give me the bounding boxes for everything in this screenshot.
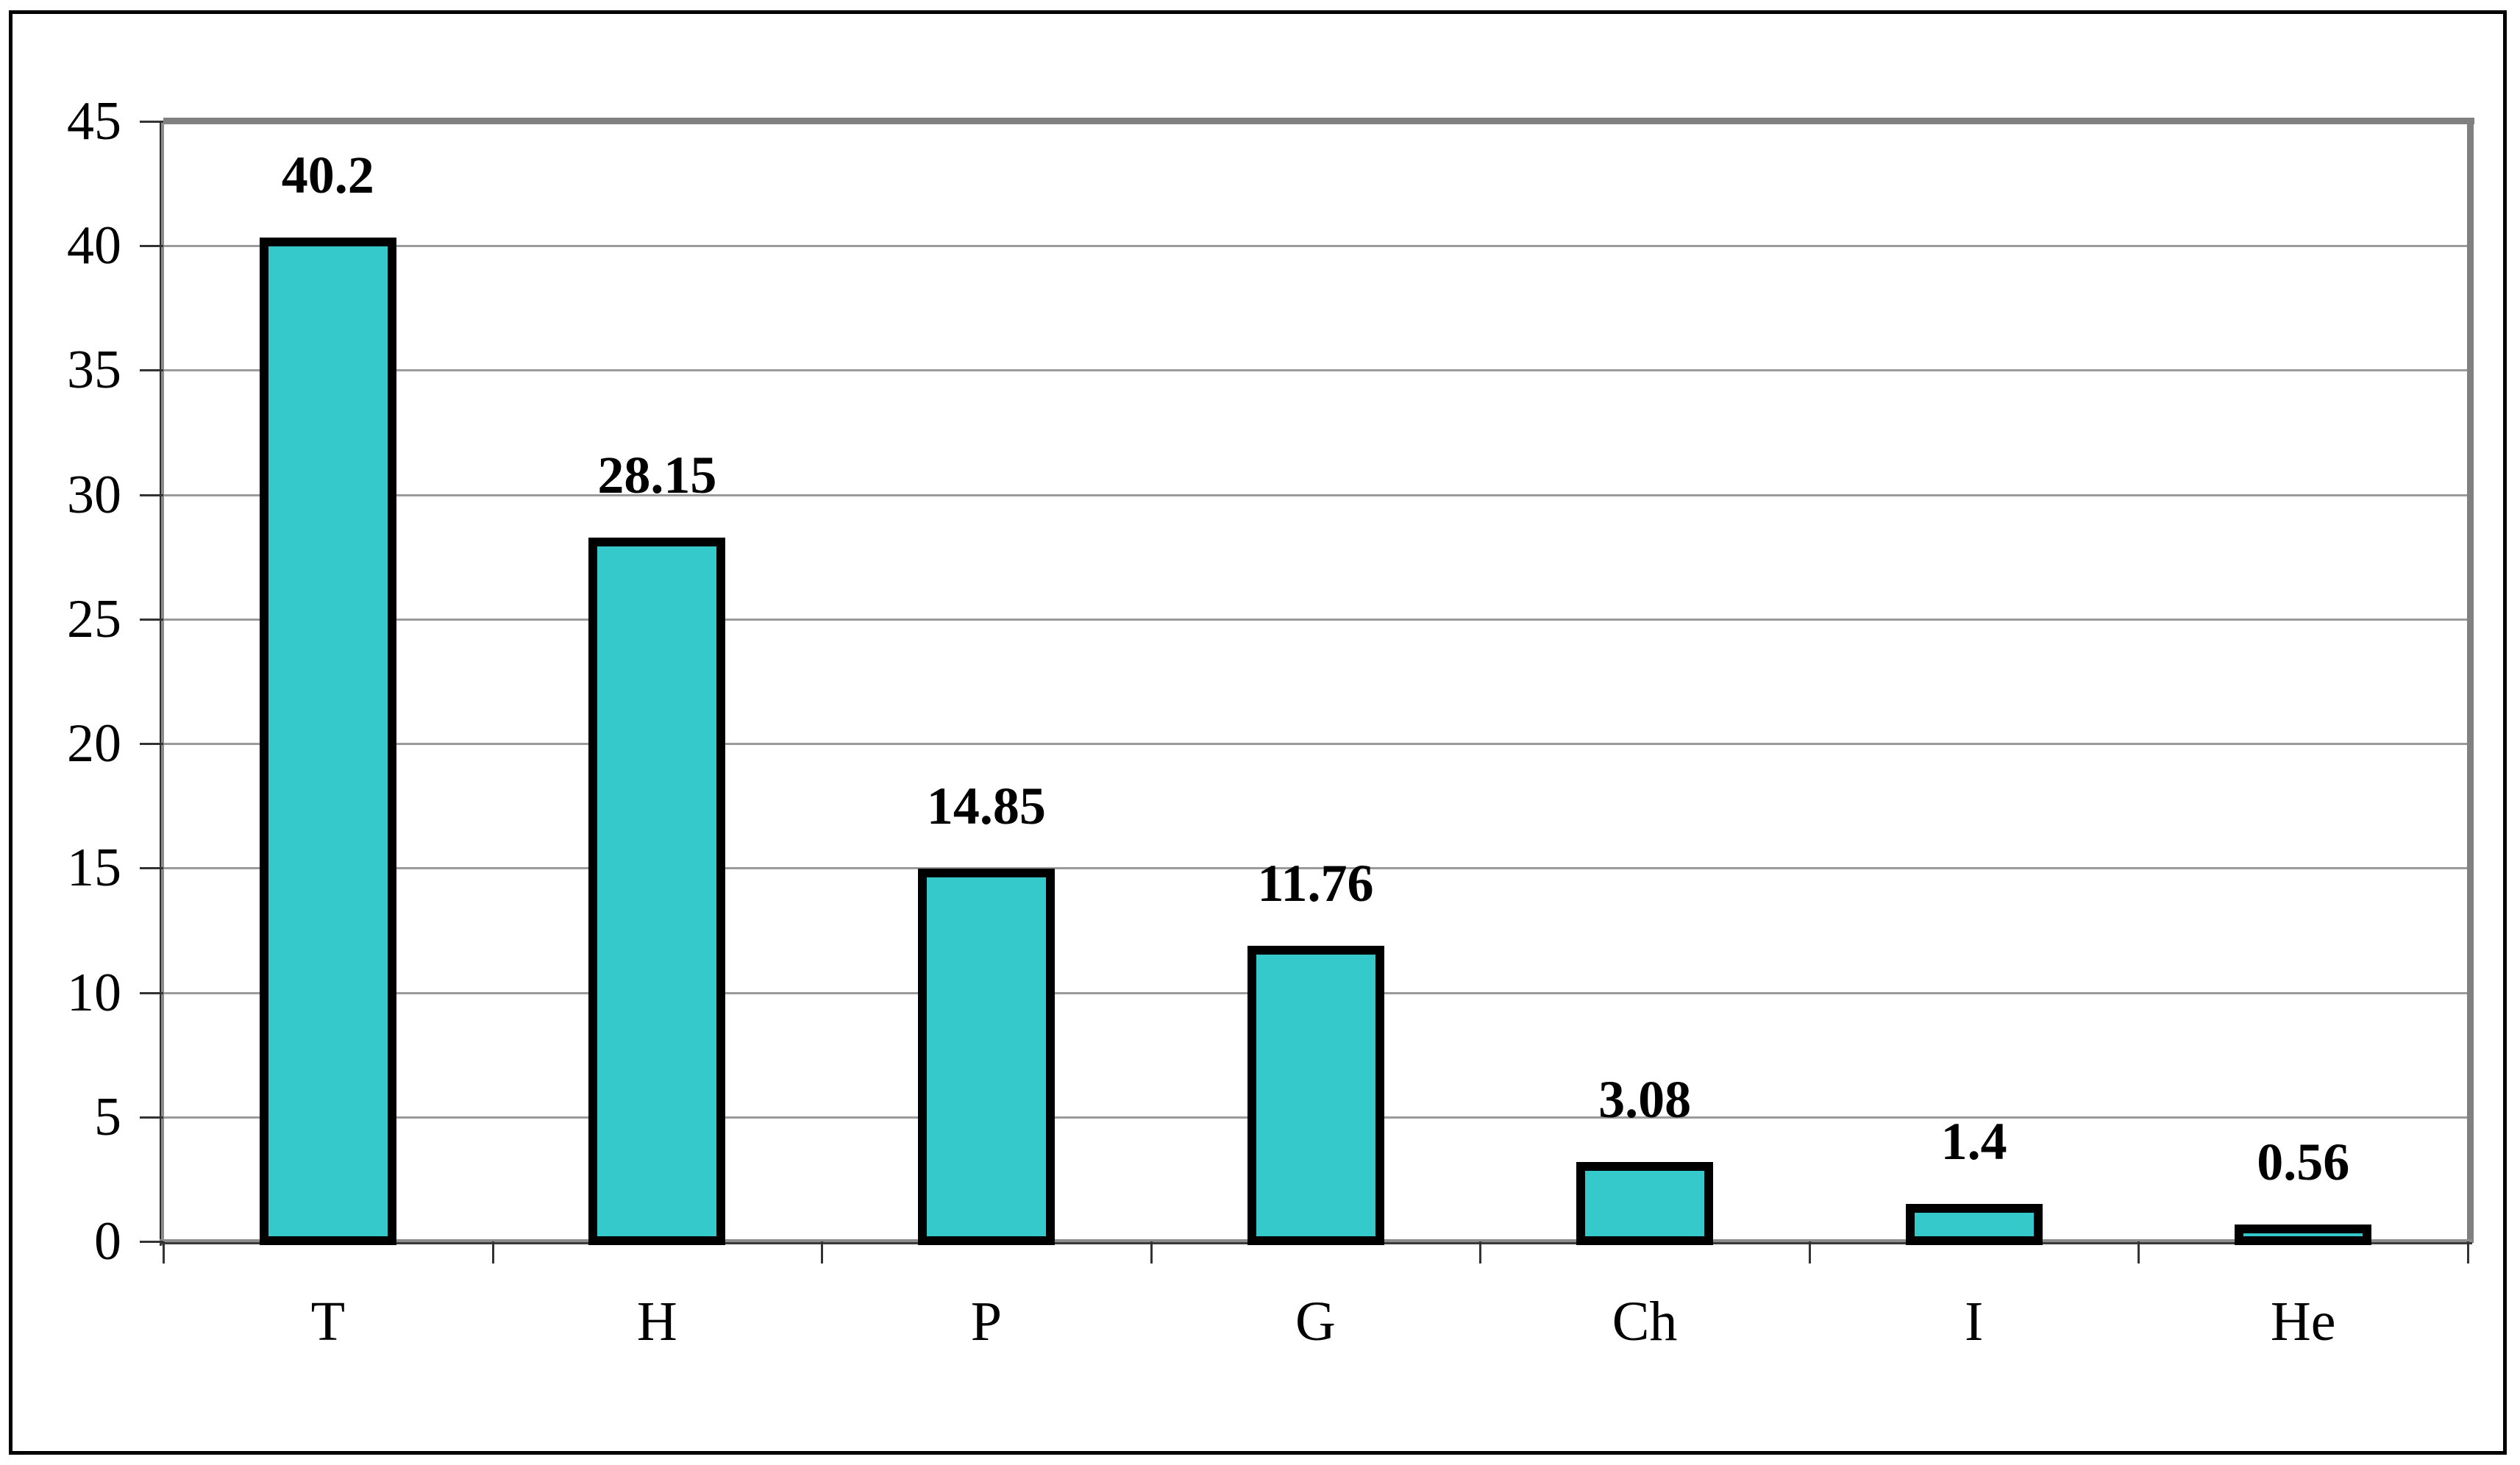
- y-gridline: [163, 867, 2468, 870]
- y-tick-label: 0: [94, 1211, 121, 1272]
- y-gridline: [163, 369, 2468, 372]
- value-label-T: 40.2: [281, 146, 374, 205]
- y-tick-label: 30: [67, 464, 121, 525]
- plot-border-right: [2467, 118, 2474, 1243]
- y-axis-tick: [140, 867, 163, 870]
- bar-Ch: [1576, 1161, 1714, 1245]
- y-axis-tick: [140, 1241, 163, 1243]
- bar-T: [259, 238, 396, 1245]
- category-label-H: H: [636, 1291, 677, 1352]
- y-gridline: [163, 618, 2468, 621]
- x-axis-tick: [2138, 1241, 2140, 1263]
- category-label-P: P: [970, 1291, 1003, 1352]
- y-axis-line: [160, 121, 164, 1246]
- y-axis-tick: [140, 493, 163, 496]
- value-label-P: 14.85: [926, 777, 1046, 836]
- y-axis-tick: [140, 121, 163, 123]
- x-axis-tick: [491, 1241, 494, 1263]
- bar-H: [588, 538, 726, 1245]
- x-axis-tick: [1808, 1241, 1811, 1263]
- bar-He: [2235, 1225, 2372, 1246]
- category-label-Ch: Ch: [1612, 1291, 1678, 1352]
- bar-P: [917, 869, 1055, 1245]
- y-tick-label: 15: [67, 838, 121, 899]
- value-label-H: 28.15: [597, 446, 717, 505]
- y-tick-label: 35: [67, 340, 121, 401]
- y-tick-label: 20: [67, 713, 121, 774]
- chart-outer-border: [9, 10, 2507, 1455]
- value-label-Ch: 3.08: [1598, 1069, 1692, 1129]
- x-axis-tick: [1150, 1241, 1153, 1263]
- value-label-I: 1.4: [1940, 1111, 2007, 1171]
- y-tick-label: 5: [94, 1086, 121, 1147]
- y-axis-tick: [140, 1116, 163, 1119]
- value-label-G: 11.76: [1257, 853, 1374, 913]
- x-axis-tick: [163, 1241, 165, 1263]
- y-tick-label: 45: [67, 91, 121, 152]
- x-axis-tick: [1479, 1241, 1482, 1263]
- x-axis-tick: [821, 1241, 824, 1263]
- y-gridline: [163, 493, 2468, 496]
- category-label-G: G: [1295, 1291, 1336, 1352]
- y-gridline: [163, 245, 2468, 248]
- y-tick-label: 10: [67, 962, 121, 1023]
- category-label-I: I: [1964, 1291, 1984, 1352]
- bar-G: [1247, 945, 1384, 1245]
- y-axis-tick: [140, 245, 163, 248]
- plot-border-top: [163, 118, 2474, 124]
- y-axis-tick: [140, 618, 163, 621]
- y-axis-tick: [140, 369, 163, 372]
- y-tick-label: 40: [67, 215, 121, 277]
- y-axis-tick: [140, 991, 163, 994]
- x-axis-tick: [2467, 1241, 2469, 1263]
- category-label-He: He: [2270, 1291, 2336, 1352]
- bar-I: [1905, 1203, 2043, 1245]
- y-gridline: [163, 743, 2468, 746]
- y-tick-label: 25: [67, 588, 121, 649]
- category-label-T: T: [310, 1291, 345, 1352]
- y-axis-tick: [140, 743, 163, 746]
- value-label-He: 0.56: [2257, 1133, 2350, 1192]
